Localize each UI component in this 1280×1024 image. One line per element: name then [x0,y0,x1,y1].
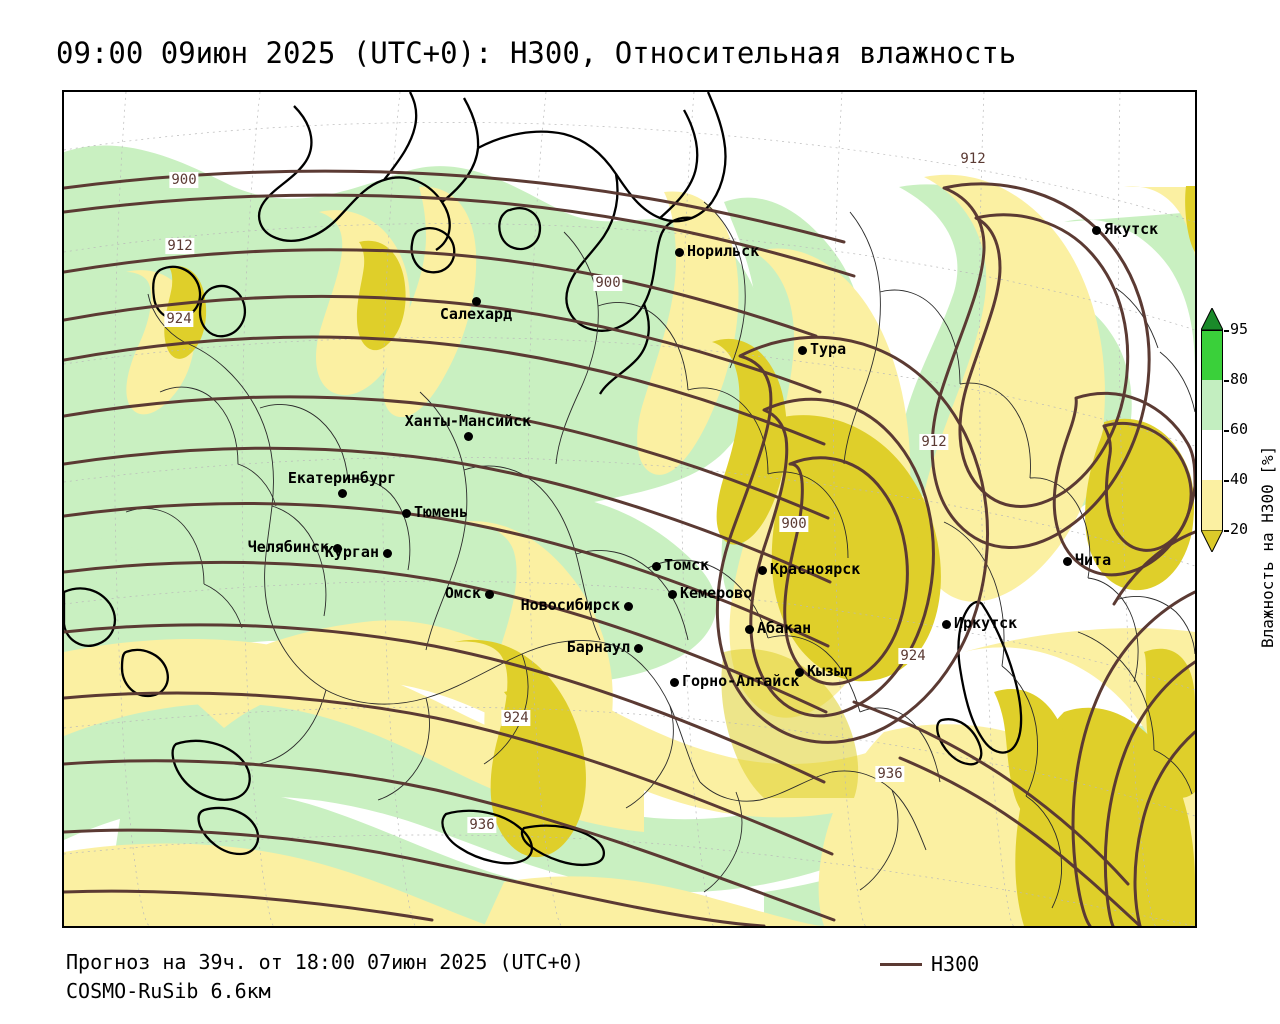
contour-label: 924 [501,710,531,726]
map-graphic [64,92,1195,926]
city-marker[interactable] [471,296,481,306]
city-label: Иркутск [954,614,1018,632]
city-label: Барнаул [566,638,630,656]
colorbar-level-over-95 [1200,306,1224,331]
city-label: Омск [444,584,481,602]
legend-line-icon [880,962,922,966]
legend-label: H300 [931,952,980,976]
colorbar-tick: 20 [1230,520,1249,538]
colorbar-tick: 95 [1230,320,1249,338]
city-marker[interactable] [623,601,633,611]
city-label: Тура [810,340,847,358]
city-label: Кемерово [680,584,753,602]
colorbar-tick: 60 [1230,420,1249,438]
colorbar-level-60-80 [1201,380,1223,430]
model-info: COSMO-RuSib 6.6км [66,979,271,1003]
city-marker[interactable] [401,508,411,518]
city-marker[interactable] [633,643,643,653]
city-label: Абакан [757,619,812,637]
city-label: Томск [664,556,710,574]
city-marker[interactable] [941,619,951,629]
city-label: Красноярск [770,560,861,578]
city-marker[interactable] [744,624,754,634]
contour-label: 912 [958,151,988,167]
city-marker[interactable] [337,488,347,498]
city-marker[interactable] [794,667,804,677]
city-label: Норильск [687,242,760,260]
city-label: Салехард [439,305,513,323]
colorbar-ticks: 95 80 60 40 20 [1224,318,1266,548]
city-marker[interactable] [1062,556,1072,566]
coastlines [64,92,1023,866]
contour-label: 936 [875,766,905,782]
city-marker[interactable] [757,565,767,575]
legend: H300 [880,952,979,976]
city-marker[interactable] [382,548,392,558]
city-label: Новосибирск [520,596,620,614]
colorbar-title: Влажность на H300 [%] [1238,352,1277,652]
city-label: Екатеринбург [287,469,397,487]
colorbar-tick: 40 [1230,470,1249,488]
admin-borders [125,201,1195,909]
city-label: Челябинск [247,538,329,556]
city-marker[interactable] [669,677,679,687]
contour-label: 900 [779,516,809,532]
city-marker[interactable] [797,345,807,355]
city-label: Якутск [1104,220,1159,238]
colorbar-level-under-20 [1200,529,1224,554]
colorbar-tick-mark [1224,480,1229,482]
city-label: Ханты-Мансийск [404,412,532,430]
city-label: Курган [324,543,379,561]
geopotential-contours [64,169,1195,926]
map-canvas[interactable]: Норильск Салехард Тура Якутск Ханты-Мансийск… [62,90,1197,928]
city-label: Кызыл [807,662,853,680]
contour-label: 912 [165,238,195,254]
page-title: 09:00 09июн 2025 (UTC+0): H300, Относите… [56,36,1017,70]
colorbar-title-text: Влажность на H300 [%] [1258,445,1277,648]
contour-label: 912 [919,434,949,450]
forecast-info: Прогноз на 39ч. от 18:00 07июн 2025 (UTC… [66,950,584,974]
colorbar-tick-mark [1224,380,1229,382]
contour-label: 924 [898,648,928,664]
humidity-shading [64,145,1195,926]
city-label: Тюмень [414,503,469,521]
graticule [64,92,1195,926]
city-marker[interactable] [667,589,677,599]
city-label: Горно-Алтайск [682,672,800,690]
contour-label: 900 [169,172,199,188]
colorbar-level-20-40 [1201,480,1223,530]
colorbar-tick-mark [1224,430,1229,432]
contour-label: 900 [593,275,623,291]
city-marker[interactable] [1091,225,1101,235]
colorbar-tick-mark [1224,330,1229,332]
city-label: Чита [1075,551,1112,569]
colorbar-level-80-95 [1201,330,1223,380]
city-marker[interactable] [463,431,473,441]
colorbar[interactable] [1200,306,1224,554]
colorbar-tick: 80 [1230,370,1249,388]
city-marker[interactable] [484,589,494,599]
city-marker[interactable] [674,247,684,257]
contour-label: 924 [164,311,194,327]
city-marker[interactable] [332,543,342,553]
city-marker[interactable] [651,561,661,571]
contour-label: 936 [467,817,497,833]
colorbar-tick-mark [1224,530,1229,532]
colorbar-level-40-60 [1201,430,1223,480]
